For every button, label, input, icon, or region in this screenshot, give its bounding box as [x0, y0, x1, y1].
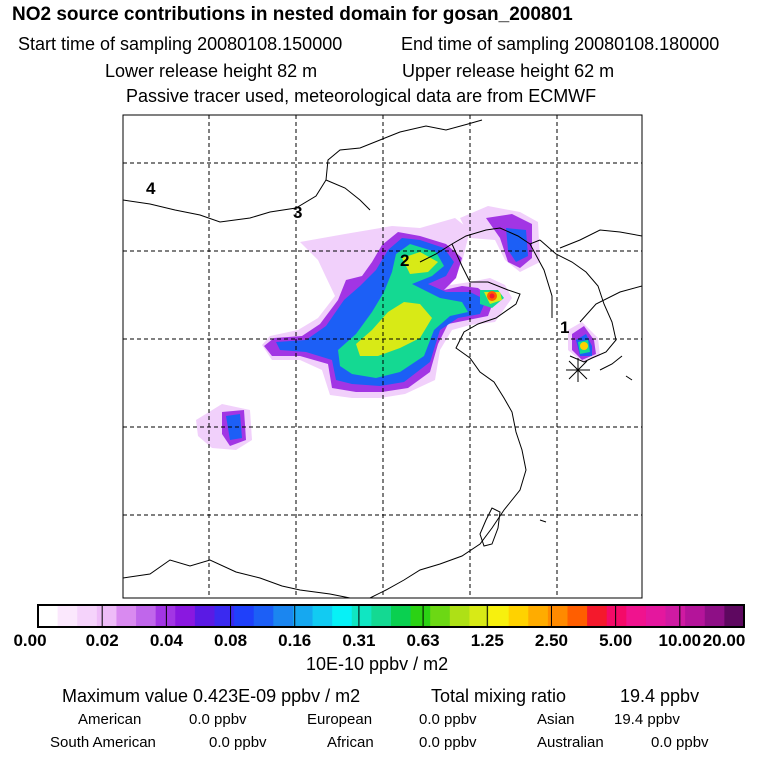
- region-label-2: 2: [400, 251, 409, 270]
- maximum-value: Maximum value 0.423E-09 ppbv / m2: [62, 686, 361, 706]
- colorbar-swatch: [528, 605, 549, 627]
- colorbar-swatch: [351, 605, 372, 627]
- start-time: Start time of sampling 20080108.150000: [18, 34, 343, 54]
- colorbar-swatch: [508, 605, 529, 627]
- colorbar-swatch: [665, 605, 686, 627]
- south-american-value: 0.0 ppbv: [209, 734, 267, 751]
- colorbar-swatch: [685, 605, 706, 627]
- colorbar-swatch: [724, 605, 745, 627]
- region-label-3: 3: [293, 203, 302, 222]
- colorbar-swatch: [194, 605, 215, 627]
- colorbar-swatch: [292, 605, 314, 627]
- african-value: 0.0 ppbv: [419, 734, 477, 751]
- colorbar-swatch: [371, 605, 392, 627]
- colorbar-tick-label: 0.00: [13, 631, 47, 650]
- american-label: American: [78, 711, 142, 728]
- colorbar-tick-label: 2.50: [534, 631, 568, 650]
- colorbar-swatch: [587, 605, 608, 627]
- colorbar-tick-label: 20.00: [702, 631, 746, 650]
- region-label-4: 4: [146, 179, 156, 198]
- american-value: 0.0 ppbv: [189, 711, 247, 728]
- colorbar-swatch: [234, 605, 255, 627]
- colorbar-tick-label: 0.02: [85, 631, 119, 650]
- colorbar-swatch: [410, 605, 431, 627]
- asian-value: 19.4 ppbv: [614, 711, 680, 728]
- colorbar-tick-label: 0.63: [406, 631, 440, 650]
- colorbar-swatch: [567, 605, 588, 627]
- colorbar-tick-label: 5.00: [599, 631, 633, 650]
- colorbar-swatch: [96, 605, 117, 627]
- colorbar-swatch: [136, 605, 157, 627]
- map-grid: [123, 115, 642, 598]
- colorbar-swatch: [57, 605, 78, 627]
- colorbar-swatch: [547, 605, 568, 627]
- australian-value: 0.0 ppbv: [651, 734, 709, 751]
- colorbar-tick-label: 10.00: [658, 631, 702, 650]
- european-value: 0.0 ppbv: [419, 711, 477, 728]
- asian-label: Asian: [537, 711, 575, 728]
- colorbar-tick-label: 0.04: [149, 631, 183, 650]
- colorbar-swatch: [175, 605, 196, 627]
- colorbar-frame: [37, 604, 745, 628]
- colorbar-swatch: [645, 605, 667, 627]
- african-label: African: [327, 734, 374, 751]
- colorbar-units: 10E-10 ppbv / m2: [306, 654, 449, 674]
- lower-release-height: Lower release height 82 m: [105, 61, 318, 81]
- colorbar-swatch: [214, 605, 235, 627]
- australian-label: Australian: [537, 734, 604, 751]
- colorbar-tick-label: 0.31: [342, 631, 376, 650]
- map-frame: [122, 114, 643, 599]
- colorbar-swatch: [253, 605, 274, 627]
- south-american-label: South American: [50, 734, 156, 751]
- colorbar-tick-label: 0.08: [213, 631, 248, 650]
- colorbar-swatch: [469, 605, 490, 627]
- total-mixing-ratio-value: 19.4 ppbv: [620, 686, 700, 706]
- colorbar-swatch: [449, 605, 470, 627]
- colorbar-swatch: [489, 605, 510, 627]
- colorbar-swatch: [273, 605, 294, 627]
- receptor-marker: [566, 358, 590, 382]
- tracer-note: Passive tracer used, meteorological data…: [126, 86, 597, 106]
- plume-peak: [487, 291, 588, 350]
- european-label: European: [307, 711, 373, 728]
- colorbar-swatch: [155, 605, 176, 627]
- upper-release-height: Upper release height 62 m: [402, 61, 615, 81]
- colorbar-swatch: [430, 605, 451, 627]
- colorbar-swatch: [38, 605, 59, 627]
- region-label-1: 1: [560, 318, 569, 337]
- colorbar-swatch: [626, 605, 647, 627]
- coastlines: [123, 119, 642, 598]
- colorbar-swatch: [116, 605, 137, 627]
- colorbar-swatch: [704, 605, 725, 627]
- end-time: End time of sampling 20080108.180000: [401, 34, 720, 54]
- colorbar-tick-label: 1.25: [470, 631, 504, 650]
- colorbar-swatch: [332, 605, 353, 627]
- total-mixing-ratio-label: Total mixing ratio: [431, 686, 567, 706]
- colorbar-tick-label: 0.16: [278, 631, 312, 650]
- page-title: NO2 source contributions in nested domai…: [12, 4, 573, 25]
- colorbar-swatch: [312, 605, 333, 627]
- colorbar-swatch: [77, 605, 98, 627]
- colorbar-swatch: [606, 605, 627, 627]
- colorbar-swatch: [391, 605, 412, 627]
